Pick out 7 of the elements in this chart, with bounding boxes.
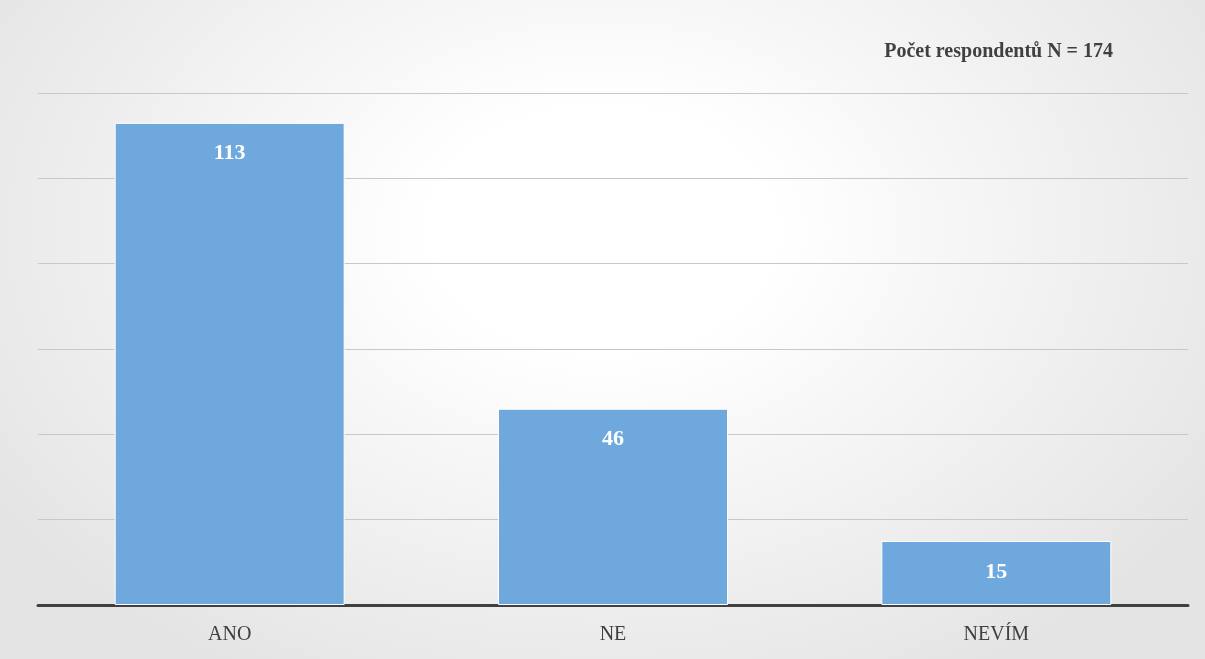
x-tick-label: NEVÍM — [963, 622, 1030, 644]
x-tick-label: NE — [599, 622, 627, 644]
x-tick-label: ANO — [207, 622, 252, 644]
data-label: 113 — [213, 139, 246, 165]
data-label: 15 — [985, 557, 1008, 583]
data-label: 46 — [602, 425, 624, 451]
text: Počet respondentů N = 174 — [884, 39, 1114, 62]
